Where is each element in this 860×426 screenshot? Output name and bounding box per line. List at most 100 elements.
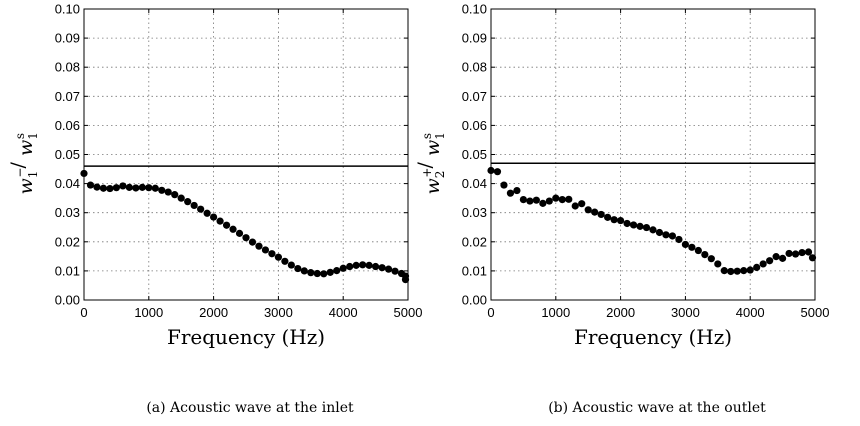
- data-point: [112, 184, 120, 192]
- data-point: [313, 269, 321, 278]
- x-tick-label: 4000: [736, 305, 765, 320]
- y-label-base2: w: [422, 140, 444, 156]
- data-point: [597, 210, 605, 219]
- data-point: [798, 248, 806, 257]
- data-point: [99, 184, 108, 192]
- data-point: [733, 267, 741, 275]
- data-point: [352, 261, 360, 269]
- y-axis-label: w2+ / w1s: [414, 132, 447, 194]
- figure-caption: (b) Acoustic wave at the outlet: [548, 400, 766, 416]
- data-point: [378, 264, 386, 272]
- y-label-sub1: 2: [433, 171, 447, 179]
- x-axis-label: Frequency (Hz): [167, 325, 325, 349]
- data-point: [668, 232, 677, 240]
- y-tick-label: 0.05: [462, 147, 487, 162]
- x-tick-label: 5000: [801, 305, 830, 320]
- data-point: [623, 219, 631, 228]
- data-point: [222, 221, 231, 229]
- data-point: [662, 231, 670, 239]
- data-point: [610, 216, 618, 224]
- data-point: [164, 188, 172, 196]
- data-point: [235, 229, 244, 237]
- data-point: [759, 260, 767, 268]
- data-point: [629, 221, 638, 229]
- data-point: [401, 276, 410, 284]
- y-tick-label: 0.04: [55, 176, 80, 191]
- data-point: [791, 250, 800, 258]
- data-point: [333, 267, 341, 275]
- data-point: [119, 182, 127, 190]
- data-point: [753, 263, 761, 272]
- y-label-base1: w: [422, 178, 444, 194]
- y-tick-label: 0.10: [462, 2, 487, 17]
- data-point: [391, 267, 399, 275]
- y-label-sup2: s: [420, 133, 434, 139]
- data-point: [80, 169, 88, 178]
- x-tick-label: 0: [487, 305, 494, 320]
- data-point: [326, 268, 334, 276]
- y-axis-label: w1− / w1s: [7, 132, 40, 194]
- data-point: [294, 264, 302, 273]
- data-point: [300, 267, 308, 275]
- data-point: [694, 246, 702, 255]
- data-point: [184, 198, 192, 206]
- data-point: [804, 248, 813, 256]
- data-point: [655, 228, 664, 237]
- data-point: [93, 183, 101, 191]
- data-point: [701, 251, 709, 259]
- data-point: [248, 238, 257, 246]
- data-point: [274, 253, 282, 261]
- y-tick-label: 0.01: [462, 263, 487, 278]
- data-point: [229, 225, 237, 233]
- data-point: [86, 181, 95, 189]
- data-point: [320, 270, 328, 278]
- data-point: [125, 183, 133, 191]
- data-point: [339, 264, 347, 272]
- y-label-sub2: 1: [26, 132, 40, 140]
- y-tick-label: 0.06: [55, 118, 80, 133]
- x-tick-label: 0: [80, 305, 87, 320]
- data-point: [714, 260, 722, 268]
- y-label-slash: /: [414, 156, 436, 174]
- data-point: [707, 255, 715, 263]
- y-tick-label: 0.09: [462, 31, 487, 46]
- data-point: [720, 267, 728, 275]
- data-point: [545, 197, 553, 205]
- data-point: [365, 261, 373, 269]
- data-point: [808, 254, 817, 262]
- y-tick-label: 0.00: [462, 293, 487, 308]
- data-point: [307, 269, 315, 277]
- data-point: [636, 222, 644, 230]
- y-label-sup1: −: [13, 168, 27, 178]
- y-tick-label: 0.01: [55, 263, 80, 278]
- data-point: [571, 202, 579, 210]
- data-point: [617, 216, 625, 225]
- x-tick-label: 3000: [671, 305, 700, 320]
- data-point: [578, 200, 586, 208]
- data-point: [261, 246, 270, 254]
- data-point: [106, 184, 114, 193]
- x-tick-label: 5000: [394, 305, 423, 320]
- y-label-sup2: s: [13, 133, 27, 139]
- data-point: [681, 240, 690, 249]
- data-point: [526, 197, 534, 205]
- data-point: [177, 194, 185, 202]
- x-tick-label: 1000: [134, 305, 163, 320]
- data-point: [493, 168, 502, 176]
- data-point: [255, 242, 263, 250]
- data-point: [359, 261, 367, 269]
- x-tick-label: 4000: [329, 305, 358, 320]
- x-axis-label: Frequency (Hz): [574, 325, 732, 349]
- y-tick-label: 0.10: [55, 2, 80, 17]
- data-point: [346, 262, 354, 271]
- y-tick-label: 0.04: [462, 176, 487, 191]
- y-tick-label: 0.02: [462, 234, 487, 249]
- y-tick-label: 0.09: [55, 31, 80, 46]
- y-tick-label: 0.08: [55, 60, 80, 75]
- y-tick-label: 0.03: [55, 205, 80, 220]
- data-point: [766, 257, 774, 265]
- data-point: [519, 196, 528, 204]
- data-point: [539, 199, 547, 207]
- y-label-base2: w: [15, 140, 37, 156]
- data-point: [532, 196, 540, 204]
